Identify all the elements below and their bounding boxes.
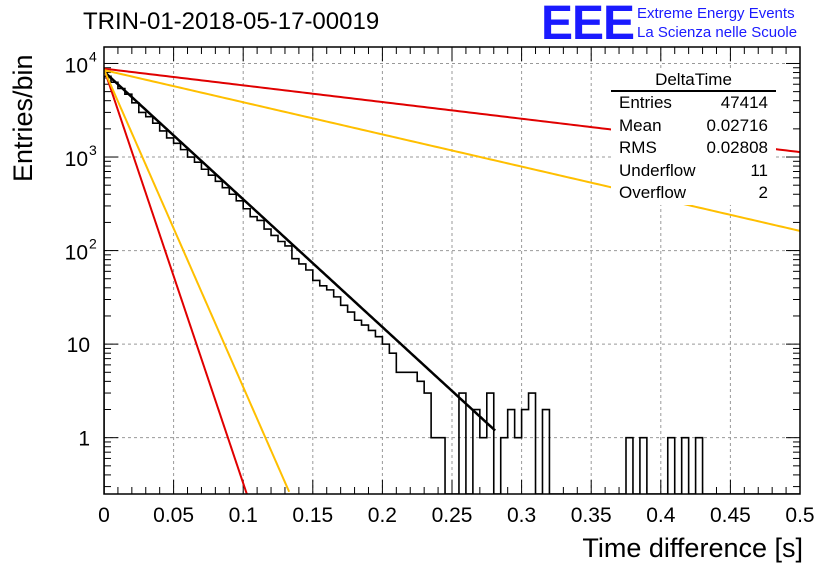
y-tick-label: 10 (67, 334, 90, 357)
stats-value: 0.02716 (706, 115, 768, 135)
eee-logo-line2: La Scienza nelle Scuole (637, 24, 798, 41)
y-axis-label: Entries/bin (8, 54, 38, 182)
histogram-series (104, 75, 800, 494)
eee-logo-line1: Extreme Energy Events (637, 5, 795, 22)
fit-curve (104, 68, 248, 494)
eee-logo: EEE (541, 0, 635, 50)
fit-curve (104, 69, 291, 493)
x-tick-label: 0.1 (229, 504, 258, 527)
stats-row: Overflow 2 (611, 182, 776, 205)
y-tick-label-exponent: 3 (89, 142, 97, 158)
x-tick-label: 0.05 (153, 504, 194, 527)
stats-value: 47414 (720, 93, 768, 112)
stats-row: Mean 0.02716 (611, 115, 776, 138)
y-tick-label: 10 (65, 148, 88, 171)
x-tick-label: 0.35 (571, 504, 612, 527)
stats-row: Entries 47414 (611, 92, 776, 115)
stats-label: RMS (619, 138, 657, 158)
stats-box: DeltaTime Entries 47414 Mean 0.02716 RMS 0.… (611, 68, 776, 205)
x-tick-label: 0 (98, 504, 110, 527)
x-axis-label: Time difference [s] (582, 533, 803, 563)
x-tick-label: 0.45 (710, 504, 751, 527)
x-tick-label: 0.5 (785, 504, 814, 527)
x-tick-label: 0.15 (292, 504, 333, 527)
y-tick-label-exponent: 4 (89, 48, 97, 64)
y-tick-label: 10 (65, 54, 88, 77)
fit-curve (104, 70, 496, 432)
stats-label: Overflow (619, 183, 687, 203)
stats-label: Underflow (619, 160, 696, 180)
stats-value: 0.02808 (706, 138, 768, 158)
x-tick-label: 0.2 (368, 504, 397, 527)
x-tick-label: 0.25 (432, 504, 473, 527)
stats-value: 2 (758, 183, 768, 203)
x-tick-label: 0.4 (646, 504, 676, 527)
stats-label: Entries (619, 93, 672, 112)
chart-title: TRIN-01-2018-05-17-00019 (83, 8, 380, 35)
plot-frame (103, 46, 801, 495)
stats-title: DeltaTime (611, 68, 776, 92)
stats-row: RMS 0.02808 (611, 137, 776, 160)
x-tick-label: 0.3 (507, 504, 536, 527)
y-tick-label-exponent: 2 (89, 236, 97, 252)
y-tick-label: 10 (65, 242, 88, 265)
stats-value: 11 (750, 160, 768, 180)
stats-row: Underflow 11 (611, 160, 776, 183)
y-tick-label: 1 (78, 428, 90, 451)
stats-label: Mean (619, 115, 662, 135)
